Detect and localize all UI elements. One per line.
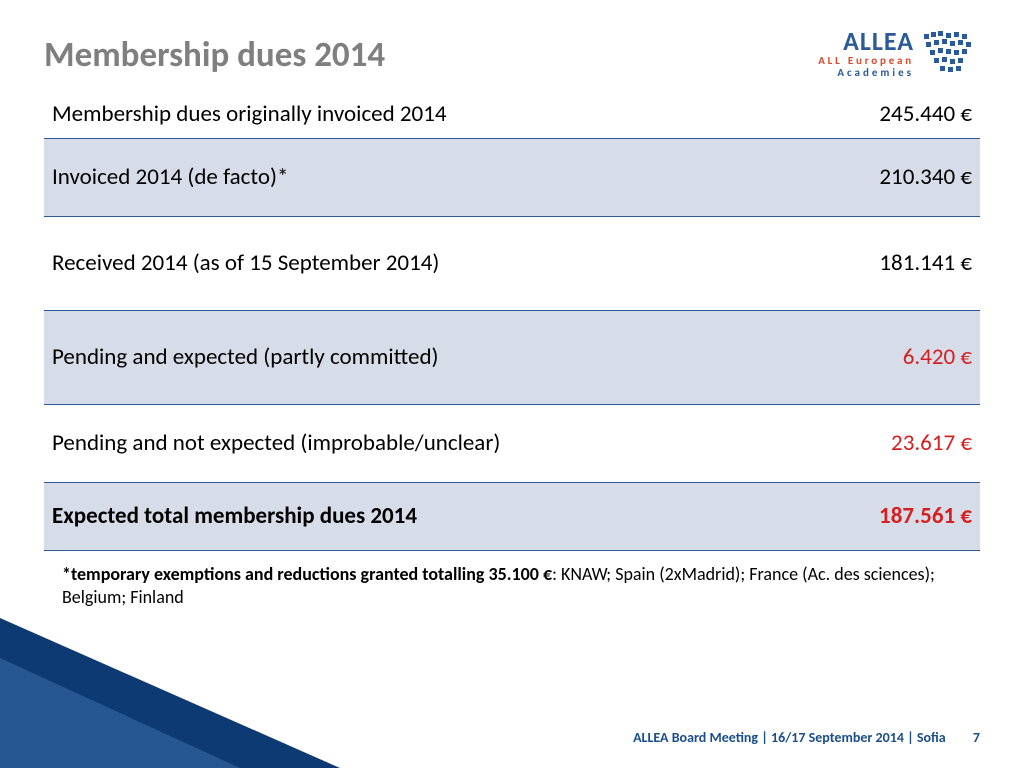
table-row: Pending and expected (partly committed)6…	[44, 310, 980, 404]
footer: ALLEA Board Meeting | 16/17 September 20…	[633, 729, 980, 746]
row-value: 245.440 €	[802, 90, 980, 138]
row-value: 6.420 €	[802, 310, 980, 404]
table-row: Membership dues originally invoiced 2014…	[44, 90, 980, 138]
logo-sub2: Academies	[818, 67, 914, 79]
row-value: 187.561 €	[802, 482, 980, 550]
logo: ALLEA ALL European Academies	[818, 28, 980, 78]
logo-text: ALLEA ALL European Academies	[818, 28, 914, 78]
table-row: Received 2014 (as of 15 September 2014)1…	[44, 216, 980, 310]
footer-text: ALLEA Board Meeting | 16/17 September 20…	[633, 729, 946, 746]
table-row: Expected total membership dues 2014187.5…	[44, 482, 980, 550]
europe-map-icon	[920, 28, 980, 76]
row-value: 23.617 €	[802, 404, 980, 482]
table-row: Invoiced 2014 (de facto)*210.340 €	[44, 138, 980, 216]
corner-triangle-light	[0, 658, 240, 768]
dues-table: Membership dues originally invoiced 2014…	[44, 90, 980, 551]
footnote-bold: *temporary exemptions and reductions gra…	[62, 563, 552, 585]
page-number: 7	[973, 729, 980, 746]
logo-main: ALLEA	[818, 28, 914, 55]
row-label: Pending and expected (partly committed)	[44, 310, 802, 404]
row-label: Membership dues originally invoiced 2014	[44, 90, 802, 138]
row-label: Expected total membership dues 2014	[44, 482, 802, 550]
page-title: Membership dues 2014	[44, 34, 385, 76]
row-label: Pending and not expected (improbable/unc…	[44, 404, 802, 482]
row-value: 181.141 €	[802, 216, 980, 310]
slide-container: Membership dues 2014 ALLEA ALL European …	[0, 0, 1024, 768]
header: Membership dues 2014 ALLEA ALL European …	[44, 28, 980, 78]
table-row: Pending and not expected (improbable/unc…	[44, 404, 980, 482]
row-label: Received 2014 (as of 15 September 2014)	[44, 216, 802, 310]
row-label: Invoiced 2014 (de facto)*	[44, 138, 802, 216]
row-value: 210.340 €	[802, 138, 980, 216]
footnote: *temporary exemptions and reductions gra…	[44, 563, 980, 610]
